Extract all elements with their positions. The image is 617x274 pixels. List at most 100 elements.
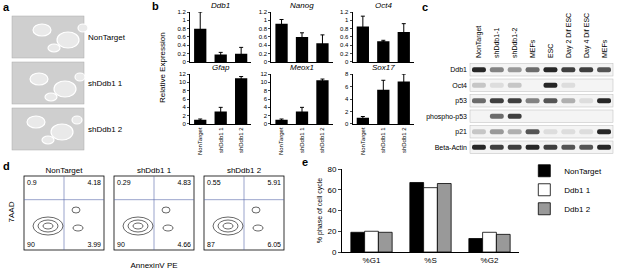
svg-text:Day 2 Dif ESC: Day 2 Dif ESC	[565, 13, 573, 58]
svg-text:0.4: 0.4	[259, 42, 268, 48]
svg-text:NonTarget: NonTarget	[278, 127, 284, 155]
svg-text:Relative Expression: Relative Expression	[158, 32, 167, 103]
svg-text:6.05: 6.05	[267, 241, 281, 248]
svg-text:shDdb1 2: shDdb1 2	[227, 166, 262, 175]
svg-text:20: 20	[327, 227, 336, 236]
svg-text:0: 0	[182, 59, 186, 65]
svg-text:NonTarget: NonTarget	[197, 127, 203, 155]
svg-text:Ddb1 2: Ddb1 2	[564, 205, 590, 214]
svg-text:4.66: 4.66	[177, 241, 191, 248]
svg-text:shDdb1 1: shDdb1 1	[88, 79, 123, 88]
svg-text:shDdb1 2: shDdb1 2	[401, 127, 407, 153]
svg-text:shDdb1 1: shDdb1 1	[218, 127, 224, 153]
svg-text:0.2: 0.2	[259, 51, 268, 57]
svg-text:2: 2	[182, 113, 186, 119]
svg-text:60: 60	[327, 186, 336, 195]
svg-text:% phase of cell cycle: % phase of cell cycle	[316, 178, 324, 243]
svg-text:40: 40	[327, 206, 336, 215]
svg-text:87: 87	[207, 241, 215, 248]
svg-text:0: 0	[264, 59, 268, 65]
svg-text:10: 10	[179, 79, 186, 85]
svg-text:8: 8	[182, 88, 186, 94]
svg-text:Oct4: Oct4	[452, 82, 467, 89]
svg-text:MEFs: MEFs	[601, 39, 608, 58]
svg-text:d: d	[3, 160, 10, 172]
svg-text:6: 6	[182, 96, 186, 102]
svg-text:Meox1: Meox1	[290, 63, 314, 72]
svg-text:Ddb1: Ddb1	[211, 1, 230, 10]
svg-text:4: 4	[264, 104, 268, 110]
svg-text:Gfap: Gfap	[212, 63, 230, 72]
svg-text:shDdb1 1: shDdb1 1	[380, 127, 386, 153]
svg-text:90: 90	[27, 241, 35, 248]
svg-text:8: 8	[345, 71, 349, 77]
svg-text:1: 1	[264, 17, 268, 23]
svg-text:shDdb1 2: shDdb1 2	[88, 125, 123, 134]
svg-text:shDdb1-2: shDdb1-2	[511, 28, 518, 58]
svg-text:AnnexinV PE: AnnexinV PE	[130, 261, 177, 270]
svg-text:a: a	[3, 1, 10, 13]
svg-text:NonTarget: NonTarget	[46, 166, 84, 175]
svg-text:%S: %S	[424, 256, 436, 265]
svg-text:shDdb1 1: shDdb1 1	[137, 166, 172, 175]
svg-text:0: 0	[345, 121, 349, 127]
svg-text:NonTarget: NonTarget	[564, 167, 602, 176]
svg-text:4: 4	[182, 104, 186, 110]
svg-text:0: 0	[345, 59, 349, 65]
svg-text:2: 2	[264, 113, 268, 119]
svg-text:Nanog: Nanog	[290, 1, 314, 10]
svg-text:4.83: 4.83	[177, 179, 191, 186]
svg-text:NonTarget: NonTarget	[360, 127, 366, 155]
svg-text:shDdb1 1: shDdb1 1	[299, 127, 305, 153]
svg-text:1.2: 1.2	[340, 9, 349, 15]
svg-text:0.29: 0.29	[117, 179, 131, 186]
svg-text:0.55: 0.55	[207, 179, 221, 186]
svg-text:0.4: 0.4	[340, 42, 349, 48]
svg-text:0.6: 0.6	[259, 34, 268, 40]
svg-text:Sox17: Sox17	[372, 63, 395, 72]
svg-text:Day 4 Dif ESC: Day 4 Dif ESC	[583, 13, 591, 58]
svg-text:2: 2	[345, 109, 349, 115]
svg-text:6: 6	[345, 84, 349, 90]
svg-text:0.2: 0.2	[177, 51, 186, 57]
svg-text:12: 12	[179, 71, 186, 77]
svg-text:0.8: 0.8	[340, 26, 349, 32]
svg-text:1: 1	[345, 17, 349, 23]
svg-text:%G1: %G1	[363, 256, 381, 265]
svg-text:0.4: 0.4	[177, 42, 186, 48]
svg-text:0: 0	[332, 248, 337, 257]
svg-text:5.91: 5.91	[267, 179, 281, 186]
svg-text:0.8: 0.8	[259, 26, 268, 32]
svg-text:12: 12	[260, 71, 267, 77]
svg-text:phospho-p53: phospho-p53	[426, 113, 467, 121]
svg-text:1.2: 1.2	[259, 9, 268, 15]
svg-text:NonTarget: NonTarget	[475, 26, 483, 58]
svg-text:shDdb1 2: shDdb1 2	[238, 127, 244, 153]
svg-text:0.2: 0.2	[340, 51, 349, 57]
svg-text:Ddb1: Ddb1	[450, 66, 467, 73]
svg-text:0.8: 0.8	[177, 26, 186, 32]
svg-text:0.9: 0.9	[27, 179, 37, 186]
svg-text:NonTarget: NonTarget	[88, 33, 126, 42]
svg-text:1: 1	[182, 17, 186, 23]
svg-text:80: 80	[327, 165, 336, 174]
svg-text:4: 4	[345, 96, 349, 102]
svg-text:1.2: 1.2	[177, 9, 186, 15]
svg-text:Beta-Actin: Beta-Actin	[435, 144, 467, 151]
svg-text:7AAD: 7AAD	[7, 201, 16, 222]
svg-text:MEFs: MEFs	[529, 39, 536, 58]
svg-text:%G2: %G2	[481, 256, 499, 265]
svg-text:0: 0	[264, 121, 268, 127]
svg-text:0.6: 0.6	[340, 34, 349, 40]
svg-text:ESC: ESC	[547, 44, 554, 58]
svg-text:shDdb1 2: shDdb1 2	[319, 127, 325, 153]
svg-text:4.18: 4.18	[87, 179, 101, 186]
svg-text:6: 6	[264, 96, 268, 102]
svg-text:p21: p21	[455, 128, 467, 136]
svg-text:8: 8	[264, 88, 268, 94]
svg-text:Ddb1 1: Ddb1 1	[564, 186, 590, 195]
svg-text:shDdb1-1: shDdb1-1	[493, 28, 500, 58]
svg-text:10: 10	[260, 79, 267, 85]
svg-text:0.6: 0.6	[177, 34, 186, 40]
svg-text:3.99: 3.99	[87, 241, 101, 248]
